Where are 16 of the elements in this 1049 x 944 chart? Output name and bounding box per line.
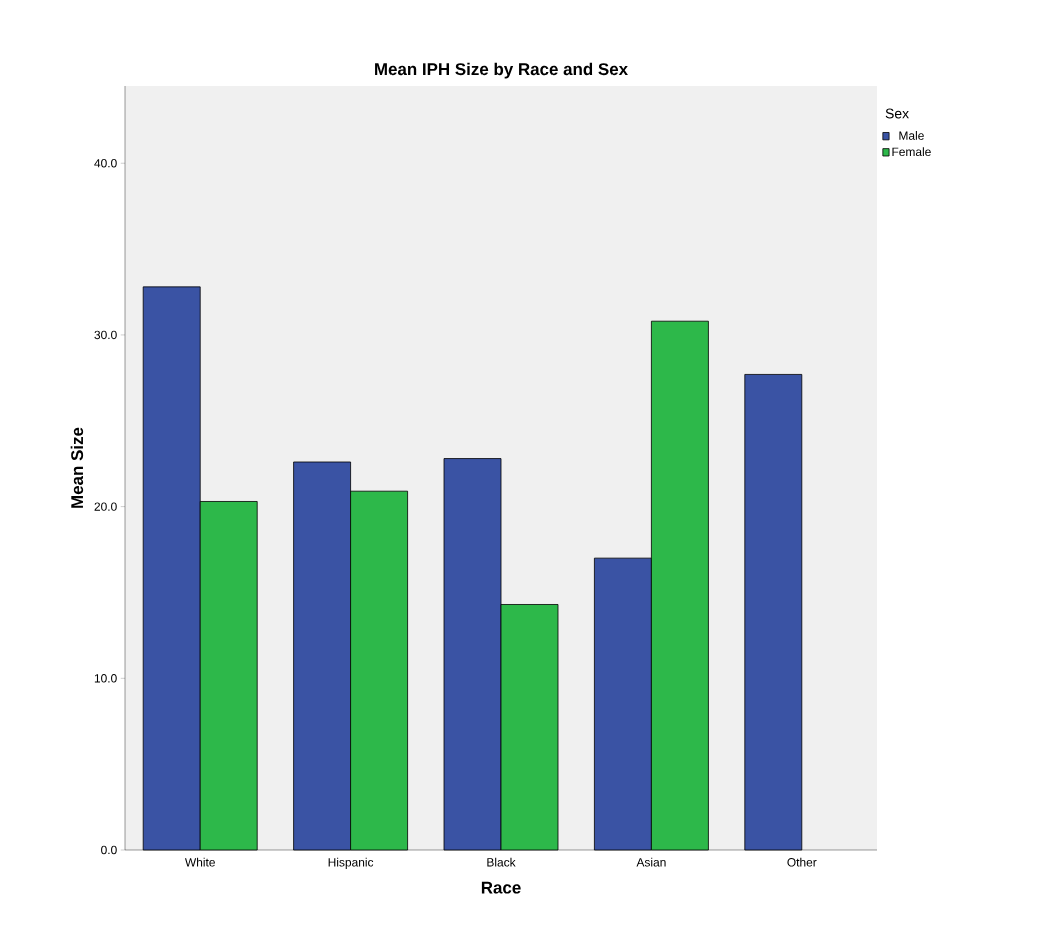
legend-label: Male [899, 131, 924, 140]
legend-label: Female [892, 147, 931, 157]
y-axis-title: Mean Size [70, 427, 84, 508]
y-tick-label: 0.0 [101, 845, 117, 855]
x-tick-label: Black [487, 857, 516, 867]
x-tick-label: White [184, 857, 215, 867]
chart-title: Mean IPH Size by Race and Sex [375, 62, 628, 79]
y-tick-label: 30.0 [94, 330, 117, 340]
x-tick-label: Asian [636, 857, 666, 867]
x-axis-title: Race [481, 881, 521, 894]
y-tick-label: 40.0 [94, 159, 117, 168]
y-tick-label: 20.0 [94, 502, 117, 511]
y-tick-label: 10.0 [94, 674, 117, 683]
legend-title: Sex [885, 108, 909, 119]
x-tick-label: Hispanic [328, 857, 374, 869]
x-tick-label: Other [787, 857, 817, 867]
